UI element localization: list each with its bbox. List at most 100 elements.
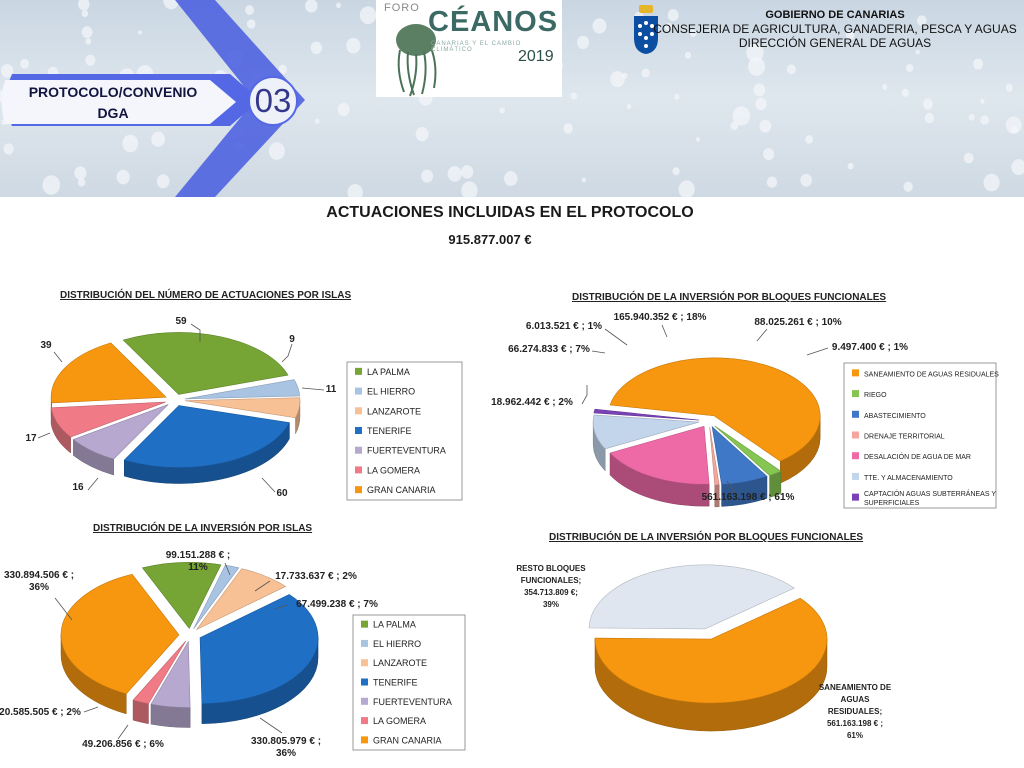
chart3-leader-line bbox=[54, 597, 73, 621]
water-drop bbox=[786, 64, 796, 75]
water-drop bbox=[461, 181, 478, 197]
water-drop bbox=[980, 115, 990, 125]
chart1-slice-0 bbox=[122, 332, 289, 395]
chart2-data-label: 165.940.352 € ; 18% bbox=[614, 312, 707, 323]
chart2-slice-4 bbox=[609, 425, 710, 507]
chart2-legend-swatch bbox=[852, 493, 859, 501]
gov-department: CONSEJERIA DE AGRICULTURA, GANADERIA, PE… bbox=[653, 22, 1017, 36]
chart3-data-label: 36% bbox=[29, 582, 49, 593]
water-drop bbox=[137, 30, 142, 35]
chart1-legend-label: FUERTEVENTURA bbox=[367, 446, 446, 456]
chart1-legend-swatch bbox=[355, 427, 362, 434]
chart3-slice-3 bbox=[199, 594, 319, 724]
chart3-legend-label: GRAN CANARIA bbox=[373, 735, 442, 745]
water-drop bbox=[755, 97, 767, 111]
chart1-legend-swatch bbox=[355, 466, 362, 474]
chart1-data-label: 11 bbox=[326, 384, 337, 395]
chart3-data-label: 17.733.637 € ; 2% bbox=[275, 571, 357, 582]
water-drop bbox=[499, 107, 505, 114]
chart2-legend-label: TTE. Y ALMACENAMIENTO bbox=[864, 475, 953, 482]
chart3-legend-swatch bbox=[361, 620, 368, 628]
chart4-slice-0 bbox=[588, 564, 795, 630]
water-drop bbox=[77, 178, 86, 187]
protocol-label-line2: DGA bbox=[97, 105, 129, 121]
water-drop bbox=[336, 2, 341, 9]
water-drop bbox=[1005, 116, 1022, 134]
water-drop bbox=[305, 0, 318, 13]
chart1-legend-label: TENERIFE bbox=[367, 426, 412, 436]
chart1-data-label: 59 bbox=[175, 316, 187, 327]
chart4-data-label: 39% bbox=[543, 600, 559, 609]
water-drop bbox=[78, 0, 90, 11]
chart1-slice-2 bbox=[184, 397, 301, 434]
water-drop bbox=[746, 42, 764, 63]
chart2-slice-3 bbox=[709, 426, 720, 508]
chart3-legend-swatch bbox=[361, 717, 368, 725]
water-drop bbox=[641, 68, 650, 78]
chart4-data-label: FUNCIONALES; bbox=[521, 576, 581, 585]
chart3-leader-line bbox=[83, 706, 99, 713]
water-drop bbox=[347, 184, 363, 197]
water-drop bbox=[766, 176, 778, 188]
water-drop bbox=[42, 175, 61, 195]
chart3-legend-swatch bbox=[361, 697, 368, 705]
water-drop bbox=[337, 103, 350, 117]
water-drop bbox=[968, 114, 975, 121]
water-drop bbox=[122, 134, 139, 153]
chart2-leader-line bbox=[726, 480, 736, 494]
chart2-legend-swatch bbox=[852, 410, 859, 418]
chart1-leader-line bbox=[301, 387, 325, 391]
chart3-slice-5 bbox=[132, 640, 187, 725]
chart-inversion-bloques: SANEAMIENTO DE AGUAS RESIDUALES RIEGO ABAS… bbox=[491, 312, 999, 509]
water-drop bbox=[805, 135, 814, 144]
chart1-slice-1 bbox=[184, 379, 301, 400]
water-drop bbox=[1011, 159, 1024, 176]
chart1-slice-3 bbox=[123, 405, 290, 484]
water-drop bbox=[800, 173, 813, 187]
water-drop bbox=[626, 103, 632, 110]
chart3-data-label: 49.206.856 € ; 6% bbox=[82, 739, 164, 750]
water-drop bbox=[421, 169, 434, 183]
chart1-leader-line bbox=[53, 351, 63, 363]
chart1-data-label: 60 bbox=[276, 488, 288, 499]
chart4-title: DISTRIBUCIÓN DE LA INVERSIÓN POR BLOQUES… bbox=[549, 532, 864, 543]
chart3-slice-4 bbox=[150, 640, 191, 728]
chart2-leader-line bbox=[604, 328, 628, 346]
chart1-legend-swatch bbox=[355, 446, 362, 454]
chart2-legend-label: SUPERFICIALES bbox=[864, 500, 920, 507]
water-drop bbox=[674, 93, 680, 100]
chart4-data-label: 61% bbox=[847, 731, 863, 740]
water-drop bbox=[695, 137, 701, 142]
water-drop bbox=[664, 22, 673, 31]
chart4-slice-1 bbox=[594, 597, 828, 732]
chart3-legend bbox=[352, 614, 466, 751]
logo-subtitle: CANARIAS Y EL CAMBIO CLIMÁTICO bbox=[431, 41, 522, 53]
chevron-arrow-graphic bbox=[1, 0, 305, 197]
water-drop bbox=[748, 57, 766, 76]
gov-title: GOBIERNO DE CANARIAS bbox=[765, 9, 905, 21]
chart2-legend-label: RIEGO bbox=[864, 392, 887, 399]
water-drop bbox=[963, 152, 974, 164]
water-drop bbox=[314, 118, 320, 124]
chart1-title: DISTRIBUCIÓN DEL NÚMERO DE ACTUACIONES P… bbox=[60, 290, 352, 301]
chart1-legend-label: GRAN CANARIA bbox=[367, 485, 436, 495]
water-drop bbox=[882, 84, 888, 90]
chart2-data-label: 9.497.400 € ; 1% bbox=[832, 342, 908, 353]
logo-year: 2019 bbox=[518, 48, 554, 65]
chart3-slice-1 bbox=[193, 564, 240, 629]
chart1-legend-label: EL HIERRO bbox=[367, 387, 415, 397]
chart3-leader-line bbox=[254, 580, 271, 592]
water-drop bbox=[684, 51, 692, 59]
chart1-leader-line bbox=[37, 432, 51, 439]
chart1-leader-line bbox=[261, 477, 276, 493]
protocol-label: PROTOCOLO/CONVENIO DGA bbox=[18, 82, 208, 124]
chart2-data-label: 6.013.521 € ; 1% bbox=[526, 321, 602, 332]
water-drop bbox=[678, 180, 695, 197]
chart3-legend-label: FUERTEVENTURA bbox=[373, 697, 452, 707]
chart3-data-label: 11% bbox=[188, 562, 208, 573]
protocol-label-line1: PROTOCOLO/CONVENIO bbox=[28, 84, 198, 100]
chart1-slice-5 bbox=[50, 401, 166, 454]
chart2-slice-6 bbox=[593, 408, 700, 421]
water-drop bbox=[672, 167, 680, 176]
chart2-title: DISTRIBUCIÓN DE LA INVERSIÓN POR BLOQUES… bbox=[572, 292, 887, 303]
